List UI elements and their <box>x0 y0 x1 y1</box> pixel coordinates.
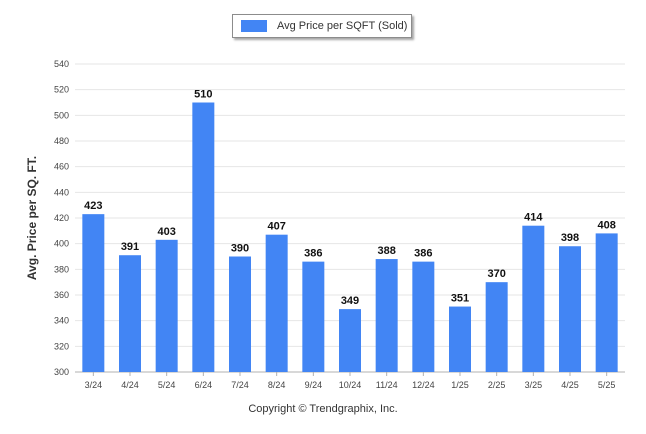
bar <box>265 234 288 372</box>
bar <box>192 102 215 372</box>
x-tick-label: 9/24 <box>305 380 323 390</box>
x-tick-label: 3/25 <box>525 380 543 390</box>
bar <box>595 233 618 372</box>
x-tick-label: 12/24 <box>412 380 435 390</box>
data-label: 390 <box>231 243 249 255</box>
data-label: 407 <box>267 221 285 233</box>
x-tick-label: 11/24 <box>376 380 398 390</box>
data-label: 391 <box>121 241 139 253</box>
x-tick-label: 6/24 <box>195 380 213 390</box>
x-tick-label: 1/25 <box>451 380 469 390</box>
bar <box>155 239 178 372</box>
y-tick-label: 480 <box>54 136 69 146</box>
bar <box>449 306 471 372</box>
data-label: 351 <box>451 293 469 305</box>
data-label: 386 <box>414 248 432 260</box>
x-tick-label: 10/24 <box>339 380 362 390</box>
y-tick-label: 300 <box>54 367 69 377</box>
data-label: 388 <box>377 245 395 257</box>
x-tick-label: 5/25 <box>598 380 616 390</box>
bar <box>82 214 105 372</box>
data-label: 423 <box>84 200 102 212</box>
data-label: 403 <box>157 226 175 238</box>
y-tick-label: 320 <box>54 341 69 351</box>
y-tick-label: 400 <box>54 239 69 249</box>
y-tick-label: 380 <box>54 264 69 274</box>
x-tick-label: 2/25 <box>488 380 506 390</box>
bar <box>302 261 325 372</box>
bar <box>485 282 508 372</box>
y-tick-label: 340 <box>54 316 69 326</box>
x-tick-label: 4/24 <box>121 380 139 390</box>
legend: Avg Price per SQFT (Sold) <box>232 14 412 38</box>
data-label: 408 <box>597 219 615 231</box>
y-tick-label: 540 <box>54 59 69 69</box>
y-tick-label: 360 <box>54 290 69 300</box>
bar <box>339 309 361 372</box>
x-tick-label: 7/24 <box>231 380 249 390</box>
x-tick-label: 8/24 <box>268 380 286 390</box>
data-label: 349 <box>341 295 359 307</box>
bar <box>229 256 251 372</box>
y-tick-label: 440 <box>54 187 69 197</box>
data-label: 398 <box>561 232 579 244</box>
data-label: 510 <box>194 89 212 101</box>
bar <box>522 225 545 372</box>
x-tick-label: 5/24 <box>158 380 176 390</box>
bar <box>119 255 141 372</box>
bar <box>559 246 581 372</box>
legend-swatch <box>241 20 267 32</box>
y-axis-label: Avg. Price per SQ. FT. <box>25 155 39 281</box>
bar <box>412 261 435 372</box>
legend-label: Avg Price per SQFT (Sold) <box>277 20 408 32</box>
y-tick-label: 500 <box>54 110 69 120</box>
y-tick-label: 460 <box>54 162 69 172</box>
data-label: 386 <box>304 248 322 260</box>
data-label: 414 <box>524 212 543 224</box>
x-tick-label: 3/24 <box>85 380 103 390</box>
y-tick-label: 420 <box>54 213 69 223</box>
bar <box>375 259 398 372</box>
y-tick-label: 520 <box>54 85 69 95</box>
copyright-text: Copyright © Trendgraphix, Inc. <box>248 403 398 415</box>
data-label: 370 <box>487 268 505 280</box>
x-tick-label: 4/25 <box>561 380 579 390</box>
